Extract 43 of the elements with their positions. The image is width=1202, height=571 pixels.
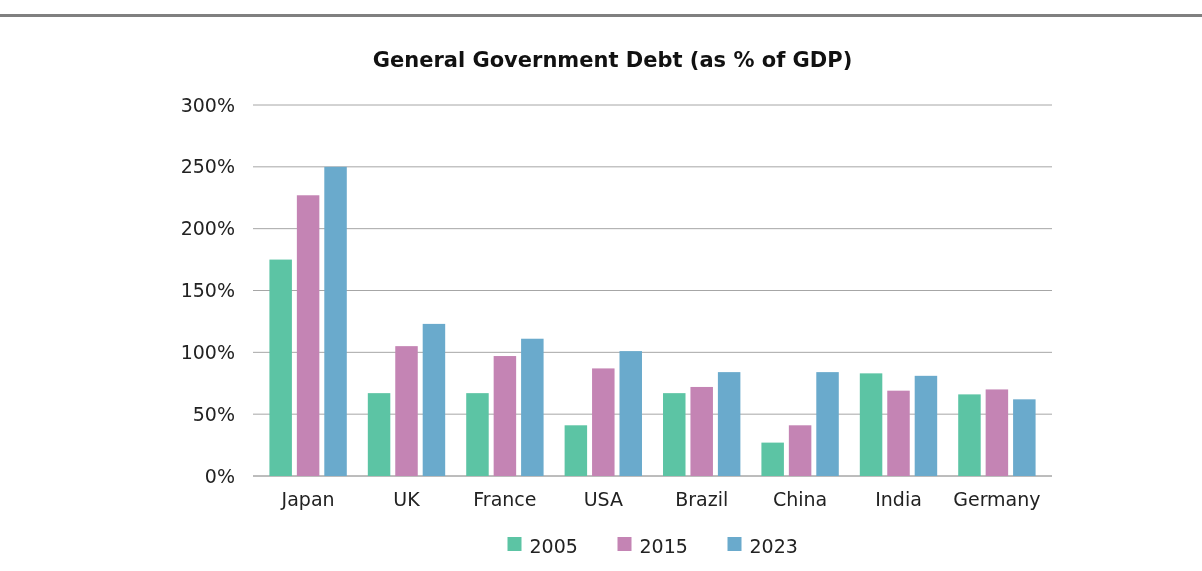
y-tick-label: 300% [180, 93, 235, 116]
bar [324, 166, 347, 476]
x-tick-label: China [772, 488, 828, 510]
x-tick-label: Germany [953, 488, 1041, 510]
y-tick-label: 250% [180, 155, 235, 178]
bar [521, 338, 544, 476]
y-tick-label: 100% [180, 340, 235, 363]
bar [1013, 399, 1036, 476]
legend-label: 2005 [529, 534, 578, 557]
bar [592, 368, 615, 476]
y-tick-label: 200% [180, 217, 235, 240]
bar [816, 372, 839, 476]
x-tick-label: France [473, 488, 537, 510]
y-tick-label: 50% [192, 402, 235, 425]
bar [985, 389, 1009, 476]
bar [493, 356, 517, 476]
bar [914, 375, 938, 476]
x-tick-label: UK [393, 488, 421, 510]
bar [717, 372, 741, 476]
legend-label: 2015 [639, 534, 688, 557]
bar [761, 442, 784, 476]
bar [887, 390, 910, 476]
y-tick-label: 150% [180, 279, 235, 302]
x-tick-label: India [875, 488, 922, 510]
bar [690, 386, 713, 476]
x-tick-label: USA [583, 488, 623, 510]
bar [466, 393, 489, 476]
bar [269, 259, 292, 476]
bar [422, 323, 446, 476]
bar [788, 425, 812, 476]
bar [619, 351, 642, 476]
legend-label: 2023 [749, 534, 798, 557]
x-tick-label: Japan [280, 488, 335, 510]
bar [367, 393, 391, 476]
chart-title: General Government Debt (as % of GDP) [372, 48, 853, 72]
bar [395, 346, 418, 476]
y-tick-label: 0% [204, 464, 235, 487]
bar [296, 195, 320, 476]
bar [859, 373, 883, 476]
bar [663, 393, 686, 476]
bar [564, 425, 588, 476]
bar [958, 394, 981, 476]
x-tick-label: Brazil [675, 488, 729, 510]
